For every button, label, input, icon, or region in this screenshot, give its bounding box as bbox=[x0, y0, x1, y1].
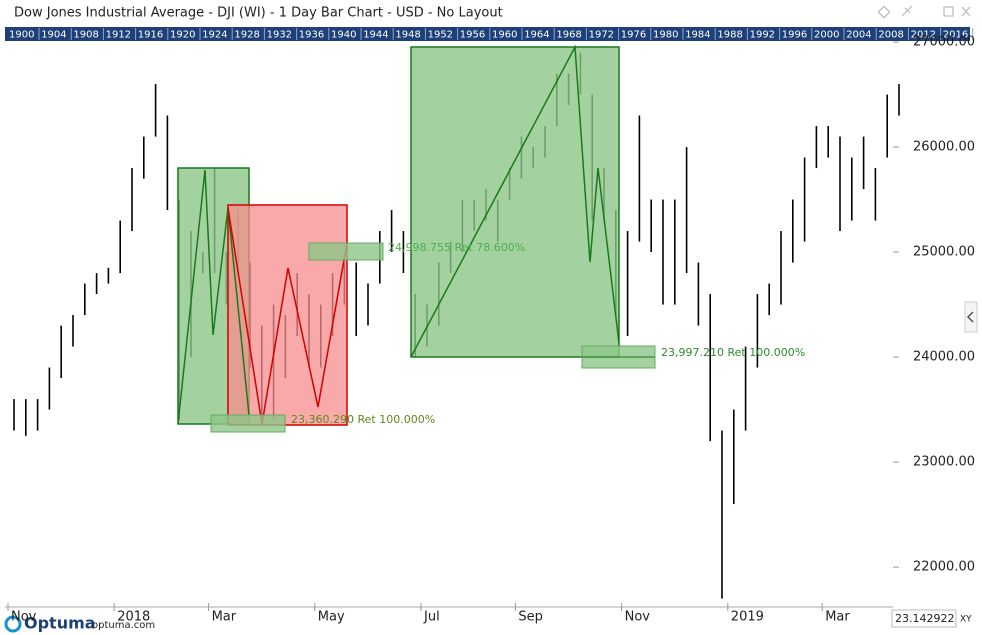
ruler-year: 1984 bbox=[685, 30, 710, 41]
x-tick-label: Jul bbox=[423, 610, 440, 625]
side-tab-arrow bbox=[966, 311, 974, 323]
ruler-year: 2008 bbox=[878, 30, 903, 41]
ruler-year: 1904 bbox=[41, 30, 66, 41]
level-box bbox=[210, 414, 286, 433]
readout-box bbox=[891, 609, 957, 628]
x-tick-label: Sep bbox=[518, 610, 543, 625]
ruler-bar bbox=[5, 27, 970, 41]
brand-logo bbox=[4, 615, 22, 633]
y-tick-label: 26000.00 bbox=[913, 140, 975, 155]
brand-site: optuma.com bbox=[92, 620, 155, 631]
zigzag bbox=[410, 44, 620, 358]
ruler-year: 1968 bbox=[556, 30, 581, 41]
ruler-year: 1952 bbox=[428, 30, 453, 41]
ruler-year: 2012 bbox=[911, 30, 936, 41]
y-tick-label: 27000.00 bbox=[913, 35, 975, 50]
zigzag bbox=[227, 207, 348, 425]
annotation-label: 24,998.755 Ret 78.600% bbox=[388, 241, 525, 254]
ruler-year: 1960 bbox=[492, 30, 517, 41]
ruler-year: 1988 bbox=[717, 30, 742, 41]
y-tick-label: 22000.00 bbox=[913, 560, 975, 575]
window-title: Dow Jones Industrial Average - DJI (WI) … bbox=[14, 6, 503, 21]
ruler-year: 1940 bbox=[331, 30, 356, 41]
ruler-year: 1924 bbox=[202, 30, 227, 41]
ruler-year: 1944 bbox=[363, 30, 388, 41]
ruler-year: 1948 bbox=[395, 30, 420, 41]
ruler-year: 1920 bbox=[170, 30, 195, 41]
ruler-year: 1980 bbox=[653, 30, 678, 41]
y-tick-label: 24000.00 bbox=[913, 350, 975, 365]
ruler-year: 1900 bbox=[9, 30, 34, 41]
footer-brand-area bbox=[0, 611, 150, 635]
x-tick-label: Mar bbox=[212, 610, 237, 625]
x-tick-label: Nov bbox=[11, 610, 37, 625]
ruler-year: 1912 bbox=[106, 30, 131, 41]
ruler-year: 2004 bbox=[846, 30, 871, 41]
zigzag bbox=[177, 169, 250, 425]
brand-name: Optuma bbox=[24, 614, 96, 633]
pattern-box bbox=[227, 204, 348, 426]
annotations: 24,998.755 Ret 78.600% 23,360.290 Ret 10… bbox=[177, 44, 805, 433]
x-tick-label: 2018 bbox=[117, 610, 150, 625]
x-tick-label: 2019 bbox=[731, 610, 764, 625]
ruler-year: 1928 bbox=[234, 30, 259, 41]
ruler-year: 1972 bbox=[589, 30, 614, 41]
annotation-label: 23,997.210 Ret 100.000% bbox=[661, 346, 805, 359]
ruler-year: 1976 bbox=[621, 30, 646, 41]
ruler-year: 1992 bbox=[750, 30, 775, 41]
ruler-year: 1932 bbox=[267, 30, 292, 41]
side-tab[interactable] bbox=[964, 301, 978, 333]
x-tick-label: May bbox=[318, 610, 345, 625]
y-tick-label: 23000.00 bbox=[913, 455, 975, 470]
ruler-year: 1908 bbox=[73, 30, 98, 41]
y-tick-label: 25000.00 bbox=[913, 245, 975, 260]
ruler-year: 2016 bbox=[943, 30, 968, 41]
ruler-year: 1936 bbox=[299, 30, 324, 41]
ruler-year: 1956 bbox=[460, 30, 485, 41]
level-box bbox=[308, 242, 384, 261]
ruler-year: 2000 bbox=[814, 30, 839, 41]
ruler-year: 1964 bbox=[524, 30, 549, 41]
x-tick-label: Mar bbox=[825, 610, 850, 625]
year-ruler: 1900 1904 1908 1912 1916 1920 1924 1928 1932 1936… bbox=[5, 27, 974, 41]
window-icons[interactable] bbox=[877, 5, 971, 19]
annotation-label: 23,360.290 Ret 100.000% bbox=[291, 413, 435, 426]
ruler-year: 1996 bbox=[782, 30, 807, 41]
x-tick-label: Nov bbox=[625, 610, 651, 625]
readout: 23.142922 bbox=[895, 612, 955, 625]
pattern-box bbox=[410, 46, 620, 358]
mode[interactable]: XY bbox=[960, 615, 972, 625]
ruler-year: 1916 bbox=[138, 30, 163, 41]
